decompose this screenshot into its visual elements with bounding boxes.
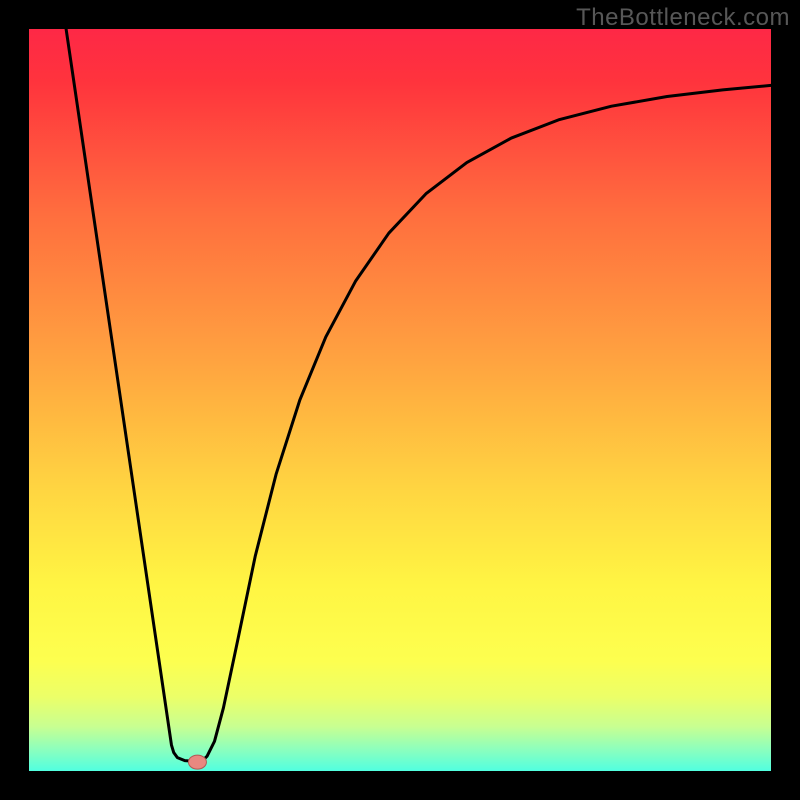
chart-page: TheBottleneck.com	[0, 0, 800, 800]
optimal-marker	[188, 755, 206, 769]
bottleneck-chart	[0, 0, 800, 800]
chart-background	[29, 29, 771, 771]
watermark-text: TheBottleneck.com	[576, 4, 790, 32]
